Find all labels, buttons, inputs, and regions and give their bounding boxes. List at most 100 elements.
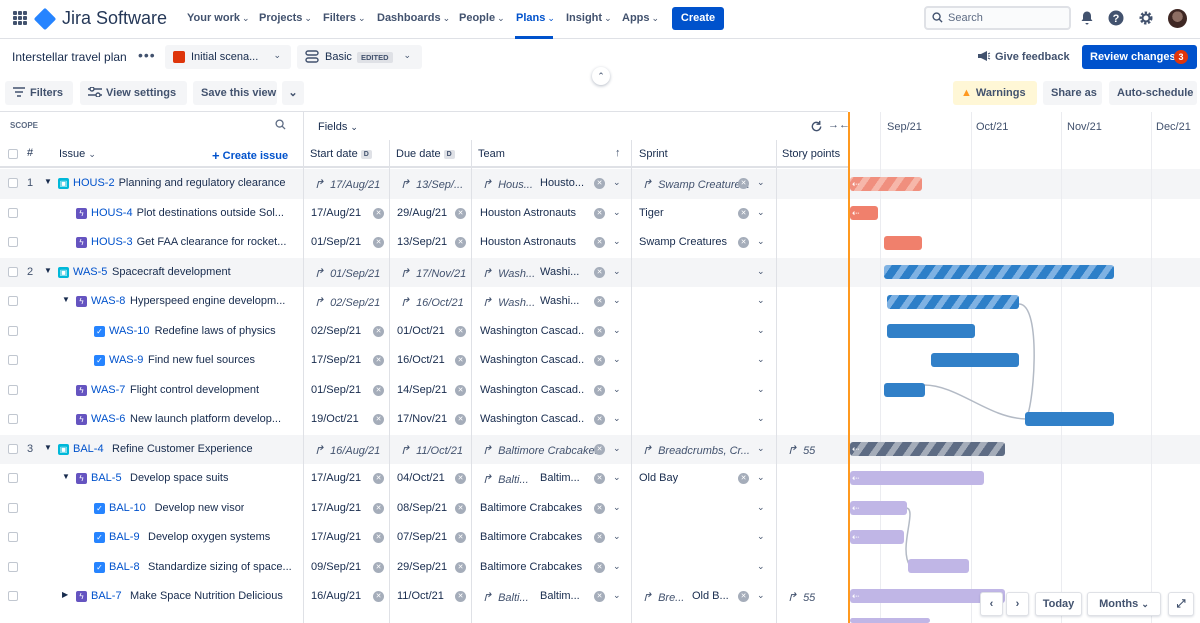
start-date-field[interactable]: 17/Aug/21	[311, 472, 362, 484]
select-all-checkbox[interactable]	[8, 149, 18, 159]
scroll-left-button[interactable]: ‹	[980, 592, 1003, 616]
issue-summary[interactable]: New launch platform develop...	[130, 413, 282, 425]
team-dropdown-chevron-icon[interactable]: ⌄	[613, 413, 621, 423]
clear-start-date-icon[interactable]: ✕	[373, 502, 384, 514]
sprint-dropdown-chevron-icon[interactable]: ⌄	[757, 206, 765, 217]
sprint-dropdown-chevron-icon[interactable]: ⌄	[757, 324, 765, 335]
clear-team-icon[interactable]: ✕	[594, 473, 605, 484]
clear-start-date-icon[interactable]: ✕	[373, 591, 384, 602]
app-switcher-icon[interactable]	[13, 11, 27, 25]
team-field[interactable]: Washi...	[540, 295, 580, 307]
clear-due-date-icon[interactable]: ✕	[455, 325, 466, 337]
plan-more-icon[interactable]: •••	[138, 47, 156, 63]
due-date-column-header[interactable]: Due date D	[396, 148, 455, 160]
row-checkbox[interactable]	[8, 178, 18, 188]
start-date-field[interactable]: 09/Sep/21	[311, 560, 362, 573]
due-date-field[interactable]: 07/Sep/21	[397, 531, 448, 543]
row-checkbox[interactable]	[8, 502, 18, 513]
team-field[interactable]: Washington Cascad...	[480, 354, 584, 366]
timeline-bar-hous-4[interactable]: ⇠	[850, 206, 878, 220]
row-checkbox[interactable]	[8, 207, 18, 218]
save-view-button[interactable]: Save this view	[193, 81, 277, 105]
start-date-field[interactable]: 01/Sep/21	[311, 236, 362, 248]
clear-team-icon[interactable]: ✕	[594, 502, 605, 514]
timeline-bar-was-10[interactable]	[887, 324, 975, 338]
nav-apps[interactable]: Apps ⌄	[622, 12, 660, 24]
refresh-icon[interactable]	[810, 120, 823, 133]
due-date-field[interactable]: 08/Sep/21	[397, 501, 448, 514]
team-dropdown-chevron-icon[interactable]: ⌄	[613, 590, 621, 600]
start-date-field[interactable]: 02/Sep/21	[311, 324, 362, 337]
clear-start-date-icon[interactable]: ✕	[373, 473, 384, 484]
team-field[interactable]: Washington Cascad...	[480, 383, 584, 396]
issue-key[interactable]: HOUS-3	[91, 236, 133, 248]
table-row[interactable]: ✓ WAS-10 Redefine laws of physics 02/Sep/21…	[0, 317, 1200, 347]
clear-start-date-icon[interactable]: ✕	[373, 237, 384, 248]
timeline-bar-next[interactable]	[850, 618, 930, 623]
due-date-field[interactable]: 01/Oct/21	[397, 324, 445, 337]
chevron-down-icon[interactable]: ▼	[44, 265, 52, 275]
clear-team-icon[interactable]: ✕	[594, 325, 605, 337]
start-date-field[interactable]: 17/Aug/21	[311, 501, 362, 514]
user-avatar[interactable]	[1168, 9, 1187, 28]
clear-start-date-icon[interactable]: ✕	[373, 384, 384, 396]
issue-summary[interactable]: Standardize sizing of space...	[148, 560, 292, 573]
team-field[interactable]: Baltimore Crabcakes	[480, 501, 583, 514]
clear-team-icon[interactable]: ✕	[594, 237, 605, 248]
issue-summary[interactable]: Redefine laws of physics	[154, 324, 276, 337]
due-date-field[interactable]: 29/Aug/21	[397, 206, 448, 219]
due-date-field[interactable]: 29/Sep/21	[397, 560, 448, 573]
table-row[interactable]: ▶ ϟ BAL-7 Make Space Nutrition Delicious 16/…	[0, 582, 1200, 612]
clear-due-date-icon[interactable]: ✕	[455, 355, 466, 366]
issue-summary[interactable]: Develop space suits	[130, 472, 229, 484]
team-dropdown-chevron-icon[interactable]: ⌄	[613, 354, 621, 364]
notifications-icon[interactable]	[1079, 10, 1095, 26]
table-row[interactable]: ϟ HOUS-4 Plot destinations outside Sol... 1…	[0, 199, 1200, 229]
clear-due-date-icon[interactable]: ✕	[455, 473, 466, 484]
team-field[interactable]: Baltim...	[540, 590, 580, 602]
team-field[interactable]: Washington Cascad...	[480, 324, 584, 337]
clear-sprint-icon[interactable]: ✕	[738, 237, 749, 248]
give-feedback-button[interactable]: Give feedback	[977, 50, 1070, 63]
issue-summary[interactable]: Find new fuel sources	[148, 354, 255, 366]
start-date-field[interactable]: 17/Aug/21	[311, 206, 362, 219]
nav-your-work[interactable]: Your work ⌄	[187, 12, 250, 24]
nav-plans[interactable]: Plans ⌄	[516, 12, 555, 24]
story-points-column-header[interactable]: Story points	[782, 148, 841, 160]
timeline-bar-bal-7[interactable]: ⇠	[850, 589, 1005, 603]
clear-start-date-icon[interactable]: ✕	[373, 414, 384, 425]
team-dropdown-chevron-icon[interactable]: ⌄	[613, 324, 621, 335]
team-dropdown-chevron-icon[interactable]: ⌄	[613, 206, 621, 217]
clear-team-icon[interactable]: ✕	[594, 355, 605, 366]
sort-ascending-icon[interactable]: ↑	[615, 147, 621, 159]
view-settings-button[interactable]: View settings	[80, 81, 187, 105]
team-field[interactable]: Washington Cascad...	[480, 413, 584, 425]
view-dropdown[interactable]: Basic EDITED ⌄	[297, 45, 422, 69]
clear-due-date-icon[interactable]: ✕	[455, 502, 466, 514]
clear-due-date-icon[interactable]: ✕	[455, 532, 466, 543]
timeline-bar-hous-3[interactable]	[884, 236, 922, 250]
issue-key[interactable]: HOUS-2	[73, 177, 115, 189]
clear-sprint-icon[interactable]: ✕	[738, 207, 749, 219]
timeline-bar-was-6[interactable]	[1025, 412, 1114, 426]
team-dropdown-chevron-icon[interactable]: ⌄	[613, 501, 621, 512]
sprint-dropdown-chevron-icon[interactable]: ⌄	[757, 442, 765, 453]
due-date-field[interactable]: 11/Oct/21	[397, 590, 444, 602]
row-checkbox[interactable]	[8, 561, 18, 572]
issue-summary[interactable]: Get FAA clearance for rocket...	[136, 236, 287, 248]
issue-key[interactable]: BAL-9	[109, 531, 140, 543]
issue-key[interactable]: WAS-10	[109, 324, 150, 337]
start-date-field[interactable]: 17/Sep/21	[311, 354, 362, 366]
sprint-dropdown-chevron-icon[interactable]: ⌄	[757, 472, 765, 482]
sprint-dropdown-chevron-icon[interactable]: ⌄	[757, 413, 765, 423]
row-checkbox[interactable]	[8, 591, 18, 601]
issue-summary[interactable]: Planning and regulatory clearance	[118, 177, 286, 189]
sprint-dropdown-chevron-icon[interactable]: ⌄	[757, 265, 765, 276]
sprint-dropdown-chevron-icon[interactable]: ⌄	[757, 590, 765, 600]
row-checkbox[interactable]	[8, 443, 18, 454]
timeline-bar-bal-5[interactable]: ⇠	[850, 471, 984, 485]
issue-key[interactable]: WAS-8	[91, 295, 126, 307]
issue-key[interactable]: BAL-10	[109, 501, 146, 514]
row-checkbox[interactable]	[8, 414, 18, 424]
create-button[interactable]: Create	[672, 7, 724, 30]
